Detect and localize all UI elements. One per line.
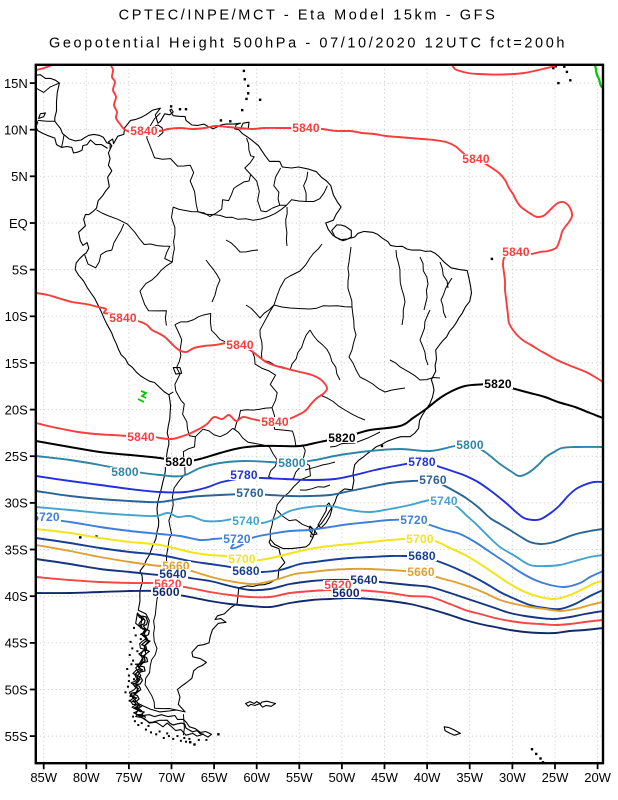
svg-text:35S: 35S <box>5 542 28 557</box>
svg-text:50W: 50W <box>329 770 356 785</box>
svg-text:45W: 45W <box>371 770 398 785</box>
svg-text:5680: 5680 <box>232 564 260 578</box>
svg-text:15S: 15S <box>5 356 28 371</box>
svg-text:75W: 75W <box>116 770 143 785</box>
svg-text:5820: 5820 <box>484 377 512 391</box>
svg-text:20S: 20S <box>5 402 28 417</box>
svg-text:5720: 5720 <box>400 513 428 527</box>
svg-text:CPTEC/INPE/MCT - Eta Model 15: CPTEC/INPE/MCT - Eta Model 15km - GFS <box>119 8 498 24</box>
svg-text:5780: 5780 <box>408 455 436 469</box>
svg-text:5800: 5800 <box>278 456 306 470</box>
svg-text:25S: 25S <box>5 449 28 464</box>
svg-text:5840: 5840 <box>127 430 155 444</box>
svg-text:5700: 5700 <box>228 552 256 566</box>
svg-text:5740: 5740 <box>430 494 458 508</box>
svg-text:45S: 45S <box>5 636 28 651</box>
svg-text:40S: 40S <box>5 589 28 604</box>
svg-text:55W: 55W <box>286 770 313 785</box>
svg-text:5600: 5600 <box>332 586 360 600</box>
svg-text:5S: 5S <box>12 262 28 277</box>
svg-text:20W: 20W <box>584 770 611 785</box>
svg-text:5720: 5720 <box>223 532 251 546</box>
svg-text:5760: 5760 <box>236 486 264 500</box>
svg-text:5700: 5700 <box>406 532 434 546</box>
svg-text:5660: 5660 <box>407 565 435 579</box>
svg-text:5640: 5640 <box>159 567 187 581</box>
svg-text:30W: 30W <box>499 770 526 785</box>
svg-text:EQ: EQ <box>9 216 28 231</box>
svg-text:5720: 5720 <box>32 510 60 524</box>
svg-text:80W: 80W <box>73 770 100 785</box>
svg-text:5800: 5800 <box>456 438 484 452</box>
svg-text:70W: 70W <box>158 770 185 785</box>
svg-text:25W: 25W <box>542 770 569 785</box>
svg-text:5840: 5840 <box>130 124 158 138</box>
svg-text:5800: 5800 <box>111 465 139 479</box>
svg-text:5820: 5820 <box>165 455 193 469</box>
svg-text:40W: 40W <box>414 770 441 785</box>
svg-text:10N: 10N <box>4 123 28 138</box>
svg-text:65W: 65W <box>201 770 228 785</box>
svg-text:5840: 5840 <box>462 152 490 166</box>
svg-text:35W: 35W <box>456 770 483 785</box>
svg-text:5780: 5780 <box>230 468 258 482</box>
svg-text:10S: 10S <box>5 309 28 324</box>
svg-text:60W: 60W <box>243 770 270 785</box>
svg-text:5600: 5600 <box>152 585 180 599</box>
svg-text:5820: 5820 <box>328 431 356 445</box>
svg-text:5840: 5840 <box>109 311 137 325</box>
svg-text:15N: 15N <box>4 76 28 91</box>
svg-text:5840: 5840 <box>226 338 254 352</box>
svg-text:5740: 5740 <box>232 514 260 528</box>
svg-text:5680: 5680 <box>408 549 436 563</box>
svg-text:5840: 5840 <box>292 121 320 135</box>
svg-text:30S: 30S <box>5 496 28 511</box>
svg-text:85W: 85W <box>30 770 57 785</box>
svg-text:50S: 50S <box>5 682 28 697</box>
svg-text:5N: 5N <box>11 169 28 184</box>
svg-text:Geopotential Height 500hPa - 0: Geopotential Height 500hPa - 07/10/2020 … <box>49 36 567 52</box>
svg-text:5840: 5840 <box>261 415 289 429</box>
svg-text:5640: 5640 <box>350 573 378 587</box>
svg-text:55S: 55S <box>5 729 28 744</box>
svg-text:5840: 5840 <box>502 245 530 259</box>
svg-text:5760: 5760 <box>419 473 447 487</box>
